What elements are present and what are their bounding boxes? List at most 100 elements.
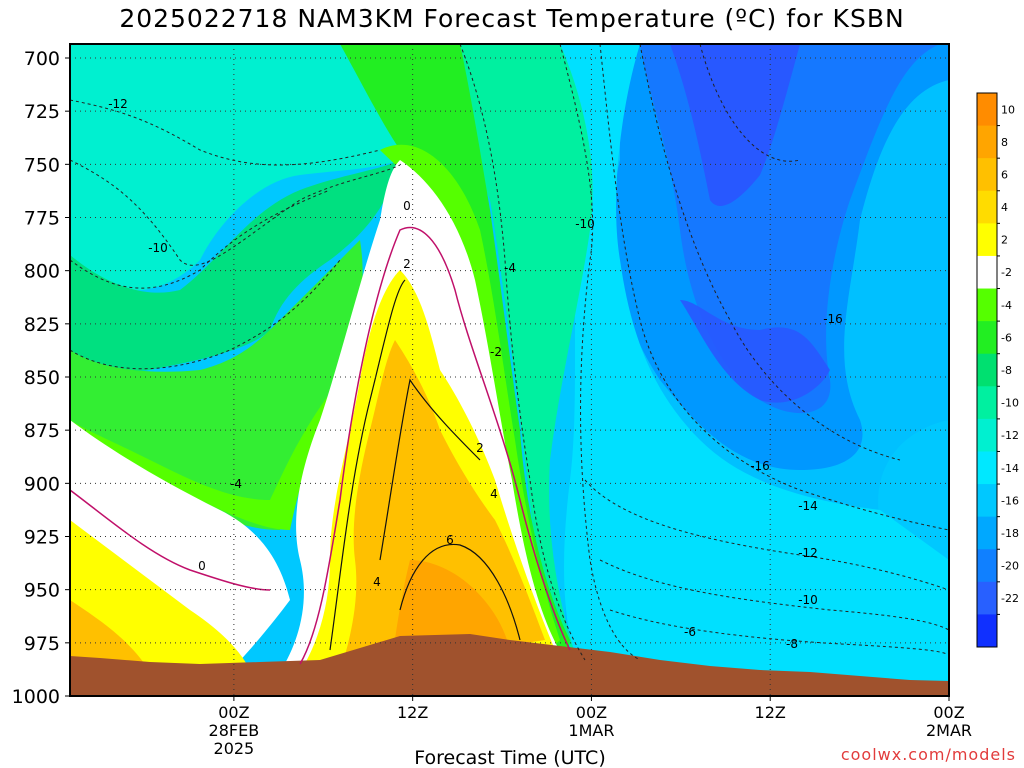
y-tick-label: 850 [24,367,60,389]
chart-title: 2025022718 NAM3KM Forecast Temperature (… [119,4,905,33]
y-tick-label: 725 [24,101,60,123]
colorbar-label: 8 [1001,136,1008,149]
colorbar: 10 8 6 4 2 -2 -4 -6 -8 -10 -12 -14 -16 -18 -20 -22 [976,92,1019,648]
colorbar-swatch [977,255,997,290]
x-tick-label: 2025 [214,739,255,758]
y-tick-label: 775 [24,208,60,230]
colorbar-swatch [977,93,997,127]
colorbar-label: -6 [1001,331,1012,344]
contour-label: -2 [490,345,502,359]
contour-label: 2 [403,257,411,271]
contour-label: -12 [798,546,818,560]
colorbar-label: -8 [1001,364,1012,377]
field-band-minus22b [680,300,830,403]
contour-label: 2 [476,441,484,455]
contour-label: -10 [148,241,168,255]
colorbar-label: -14 [1001,462,1019,475]
colorbar-label: -4 [1001,299,1012,312]
field-band-minus4 [380,144,560,660]
colorbar-swatch [977,321,997,355]
colorbar-label: 10 [1001,103,1015,116]
x-tick-label: 00Z [218,703,249,722]
contour-lines [70,44,949,661]
colorbar-label: -18 [1001,527,1019,540]
contour-label: -8 [786,637,798,651]
x-tick-label: 2MAR [926,721,972,740]
colorbar-label: -22 [1001,592,1019,605]
field-band-gold [340,340,545,672]
colorbar-swatch [977,549,997,583]
y-tick-label: 750 [24,154,60,176]
y-tick-label: 1000 [12,686,60,708]
contour-label: 4 [490,487,498,501]
colorbar-label: -2 [1001,266,1012,279]
colorbar-label: 2 [1001,234,1008,247]
contour-label: -4 [230,477,242,491]
field-band-minus10 [430,44,593,696]
x-tick-label: 00Z [933,703,964,722]
contour-label: -16 [750,459,770,473]
contour-label: -10 [575,217,595,231]
contour-label: 6 [446,533,454,547]
contour-label: -14 [798,499,818,513]
x-tick-label: 00Z [576,703,607,722]
colorbar-swatch [977,484,997,518]
contour-label: 0 [198,559,206,573]
y-tick-label: 900 [24,473,60,495]
y-axis: 700 725 750 775 800 825 850 875 900 925 950 975 1000 [12,48,70,708]
terrain [70,634,949,696]
colorbar-swatch [977,581,997,615]
contour-label: -6 [684,625,696,639]
y-tick-label: 975 [24,633,60,655]
x-tick-label: 12Z [397,703,428,722]
colorbar-swatch [977,190,997,224]
x-tick-label: 12Z [755,703,786,722]
colorbar-swatch [977,223,997,257]
contour-label: 4 [373,575,381,589]
y-tick-label: 875 [24,420,60,442]
plot-frame [69,43,950,697]
colorbar-swatch [977,125,997,159]
colorbar-swatch [977,353,997,387]
contour-label: 0 [403,199,411,213]
colorbar-swatch [977,288,997,322]
y-tick-label: 825 [24,314,60,336]
colorbar-swatch [977,418,997,452]
colorbar-swatch [977,516,997,550]
contour-label: -10 [798,593,818,607]
field-band-minus22 [670,44,800,206]
y-tick-label: 925 [24,527,60,549]
colorbar-frame [976,92,998,648]
y-tick-label: 800 [24,261,60,283]
x-tick-label: 28FEB [209,721,260,740]
field-band-left-cyan [70,44,430,291]
colorbar-swatch [977,451,997,485]
x-axis-label: Forecast Time (UTC) [414,747,605,768]
field-band-left-teal [70,160,400,371]
colorbar-label: 6 [1001,168,1008,181]
field-band-minus12 [560,44,949,696]
warm-contours [329,279,521,651]
colorbar-swatch [977,614,997,648]
contour-labels: -12 -10 -10 -4 0 2 -2 2 4 -4 0 6 4 -16 -16 -14 -12 -10 -8 -… [108,97,843,651]
y-tick-label: 950 [24,580,60,602]
y-tick-label: 700 [24,48,60,70]
colorbar-label: -10 [1001,397,1019,410]
colorbar-label: -12 [1001,429,1019,442]
colorbar-label: 4 [1001,201,1008,214]
contour-label: -16 [823,312,843,326]
watermark: coolwx.com/models [840,745,1016,764]
colorbar-label: -16 [1001,494,1019,507]
colorbar-swatch [977,386,997,420]
plot-area [70,44,949,696]
contour-label: -12 [108,97,128,111]
colorbar-swatch [977,158,997,192]
contour-label: -4 [504,261,516,275]
field-band-gold-left [70,600,150,672]
x-tick-label: 1MAR [568,721,614,740]
colorbar-label: -20 [1001,560,1019,573]
field-band-left-lime [70,380,340,530]
zero-contour [70,226,571,665]
